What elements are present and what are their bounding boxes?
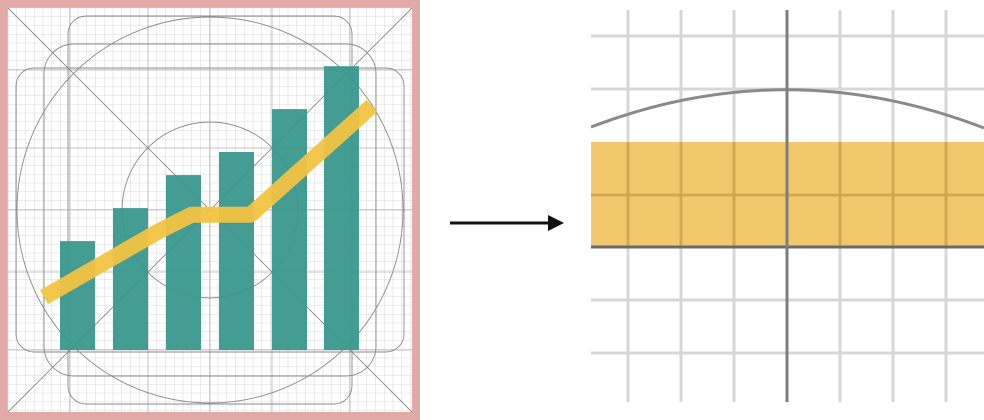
trend-line: [40, 99, 378, 305]
bar: [219, 152, 254, 350]
outer-circle-keyline: [16, 16, 404, 404]
landscape-rect-keyline: [15, 67, 405, 353]
bar: [272, 109, 307, 350]
zoom-detail-panel: [591, 10, 984, 402]
bar: [60, 241, 95, 350]
bar-chart-glyph: [60, 66, 359, 350]
square-keyline: [43, 43, 377, 377]
bar: [324, 66, 359, 350]
arrow-head: [548, 215, 564, 231]
right-arrow-icon: [450, 215, 564, 231]
bar: [113, 208, 148, 350]
icon-grid-panel: [0, 0, 420, 420]
bar: [166, 175, 201, 350]
